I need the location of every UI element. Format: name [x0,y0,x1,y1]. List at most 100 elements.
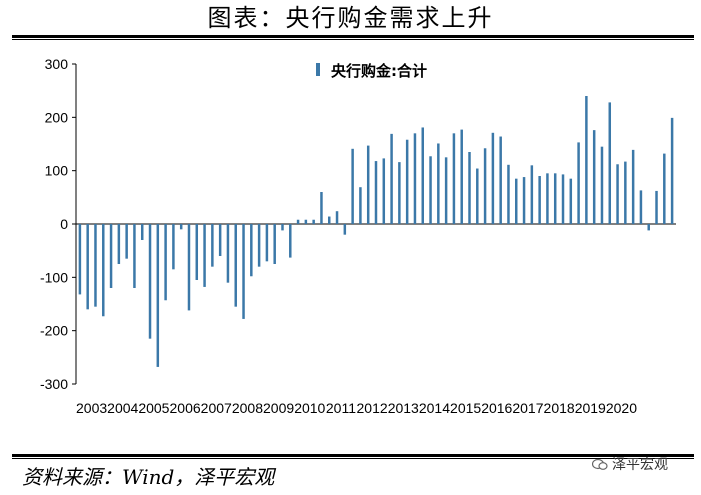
bar [179,224,183,230]
bar [117,224,121,264]
x-tick-label: 2018 [544,400,575,416]
bar [655,190,658,224]
bar [468,152,471,224]
watermark-text: 泽平宏观 [612,457,668,473]
bar [242,224,245,319]
bar [452,133,456,224]
bar [624,161,627,224]
x-tick-label: 2006 [170,400,201,416]
bar [421,127,424,224]
bar [351,148,354,224]
y-tick-label: 100 [45,163,69,179]
bar [670,117,674,224]
bar [553,173,557,224]
bar [234,224,237,307]
x-tick-label: 2008 [232,400,263,416]
bar [429,156,432,224]
bar [538,176,541,224]
bar [172,224,175,270]
x-tick-label: 2010 [294,400,325,416]
bar [211,224,214,267]
bar [639,190,643,224]
bar [499,136,502,224]
x-tick-label: 2015 [450,400,481,416]
bar [140,224,144,240]
footer-divider-thin [12,458,694,459]
bar [109,224,113,288]
bar [257,224,261,267]
bar [398,162,401,224]
y-axis: 300 200 100 0 -100 -200 -300 [40,56,77,392]
bar [164,224,167,301]
bar [148,224,152,339]
bar [250,224,253,277]
bar [382,158,386,224]
bar-series [78,96,674,367]
bar [515,178,518,224]
bar [374,161,378,224]
bar [343,224,347,235]
source-note: 资料来源：Wind，泽平宏观 [22,465,275,489]
bar [86,224,89,310]
bar [530,165,534,224]
bar [522,177,526,224]
y-tick-label: -300 [40,376,68,392]
bar [585,96,588,224]
bar [320,192,323,224]
legend-swatch [316,63,320,76]
bar [476,168,479,224]
x-tick-label: 2003 [76,400,107,416]
bar [437,143,440,224]
bar [94,224,97,307]
bar [390,133,393,224]
bar [102,224,105,317]
bar [335,211,339,224]
bar [312,219,315,224]
bar [125,224,128,259]
bar [304,219,308,224]
bar [218,224,222,256]
legend-label: 央行购金:合计 [331,62,427,80]
y-tick-label: 200 [45,109,69,125]
bar [296,219,300,224]
bar [647,224,650,231]
bar [444,157,448,224]
x-tick-label: 2016 [481,400,512,416]
x-tick-label: 2011 [326,400,356,416]
x-tick-label: 2009 [263,400,294,416]
x-tick-label: 2007 [201,400,232,416]
legend: 央行购金:合计 [316,62,427,80]
y-tick-label: -200 [40,323,68,339]
x-tick-label: 2012 [357,400,388,416]
bar [507,164,510,224]
x-tick-label: 2014 [419,400,450,416]
bar [631,149,635,224]
bar [616,164,619,224]
bar [195,224,199,280]
bar [78,224,82,295]
y-tick-label: -100 [40,269,68,285]
bar [663,153,666,224]
x-tick-label: 2005 [138,400,169,416]
bar [592,130,596,224]
watermark: 泽平宏观 [592,454,668,474]
x-tick-label: 2004 [107,400,138,416]
bar [203,224,206,287]
bar [133,224,136,288]
bar [226,224,230,283]
x-tick-label: 2020 [606,400,637,416]
bar [546,173,549,224]
bar [328,216,331,224]
bar [569,178,573,224]
chat-bubble-icon [592,458,608,470]
bar [187,224,191,311]
bar [483,148,487,224]
bar [405,139,409,224]
x-axis: 2003 2004 2005 2006 2007 2008 2009 2010 2011 2012… [76,223,676,416]
x-tick-label: 2019 [575,400,606,416]
y-tick-label: 0 [60,216,68,232]
bar [281,224,284,231]
bar [561,174,565,224]
bar [413,133,417,224]
